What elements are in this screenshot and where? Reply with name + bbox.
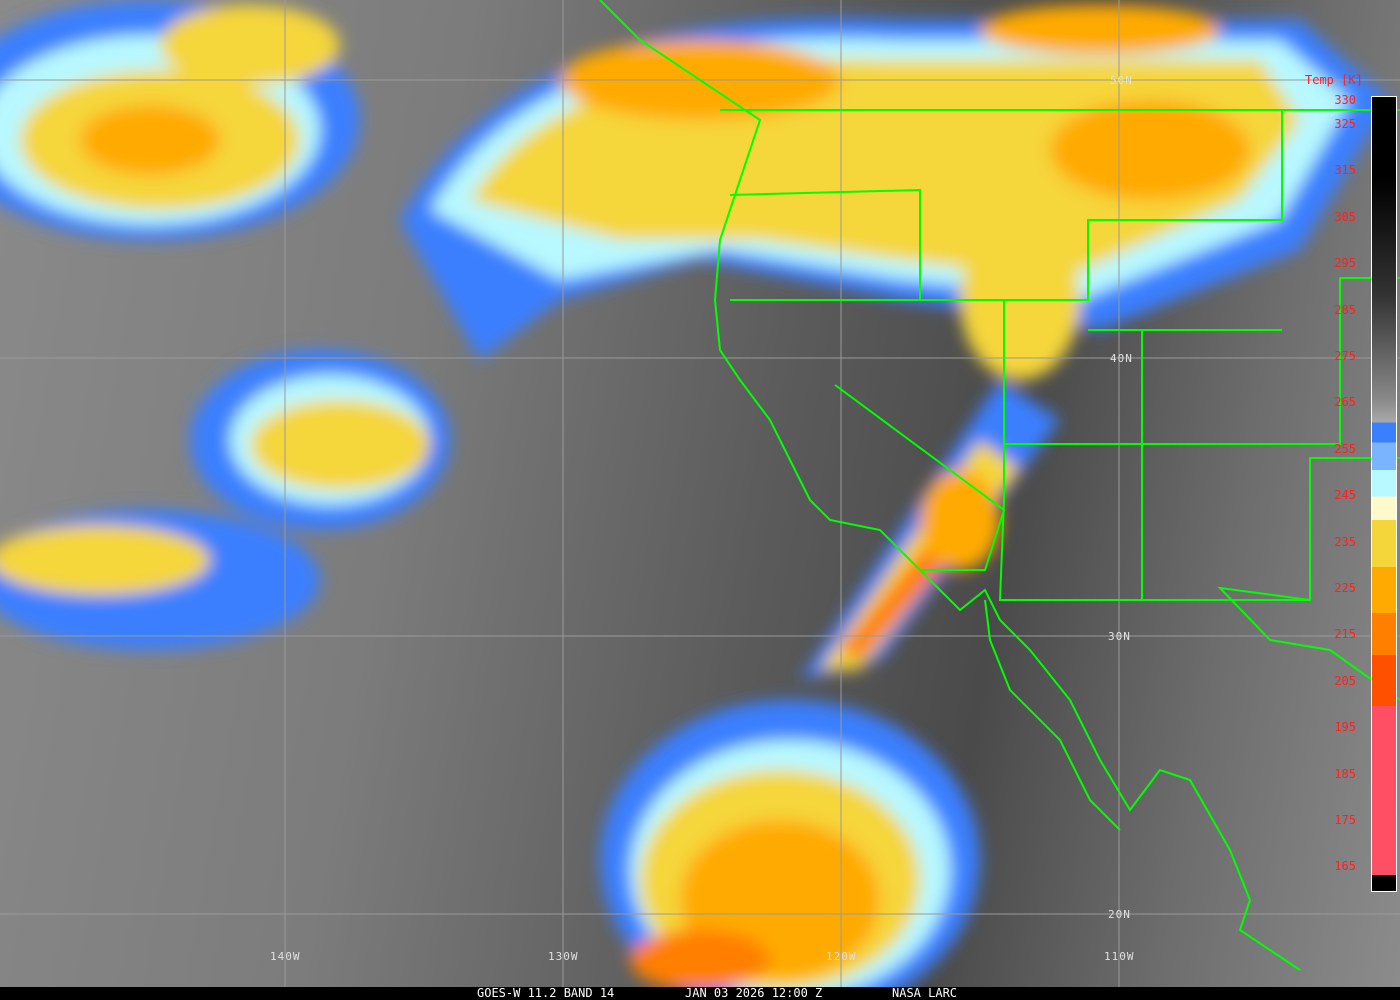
colorbar-tick-315: 315 [1334,163,1356,178]
colorbar-tick-330: 330 [1334,93,1356,107]
colorbar-tick-265: 265 [1334,395,1356,410]
colorbar-tick-205: 205 [1334,673,1356,688]
colorbar-tick-175: 175 [1334,813,1356,827]
caption-satellite: GOES-W 11.2 BAND 14 [477,986,615,1000]
colorbar-title: Temp [K] [1305,73,1363,87]
colorbar-tick-235: 235 [1334,534,1356,549]
lon-label-130w: 130W [548,950,579,963]
colorbar-tick-225: 225 [1334,581,1356,595]
lat-label-30n: 30N [1108,630,1131,643]
colorbar-tick-275: 275 [1334,349,1356,363]
lat-label-20n: 20N [1108,908,1131,921]
colorbar-tick-255: 255 [1334,441,1356,456]
coastlines-borders [599,0,1400,971]
caption-credit: NASA LARC [892,986,958,1000]
colorbar-tick-195: 195 [1334,720,1356,735]
colorbar-tick-165: 165 [1334,859,1356,874]
colorbar-tick-285: 285 [1334,302,1356,317]
lat-label-40n: 40N [1110,352,1133,365]
colorbar-tick-305: 305 [1334,209,1356,224]
colorbar-tick-325: 325 [1334,117,1356,131]
colorbar-tick-215: 215 [1334,627,1356,642]
colorbar-tick-295: 295 [1334,256,1356,271]
temperature-colorbar [1371,96,1397,892]
colorbar-tick-185: 185 [1334,766,1356,781]
lon-label-110w: 110W [1104,950,1135,963]
lon-label-140w: 140W [270,950,301,963]
lon-label-120w: 120W [826,950,857,963]
image-caption: GOES-W 11.2 BAND 14 JAN 03 2026 12:00 Z … [0,987,1400,1000]
caption-datetime: JAN 03 2026 12:00 Z [685,986,823,1000]
lat-label-50n: 50N [1110,74,1133,87]
colorbar-tick-245: 245 [1334,488,1356,503]
